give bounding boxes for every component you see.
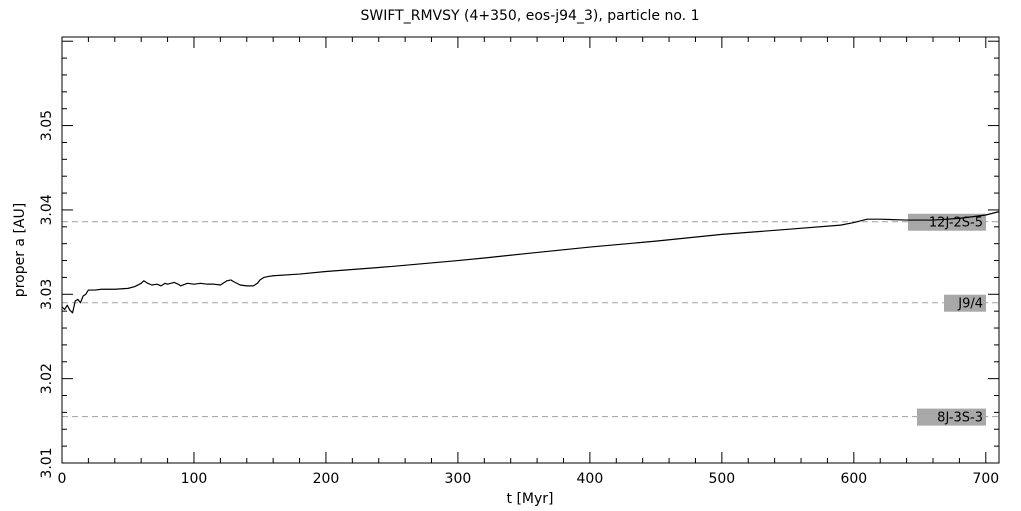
x-tick-labels: 0 100 200 300 400 500 600 700: [58, 471, 1000, 487]
x-axis-label: t [Myr]: [507, 491, 554, 507]
x-tick-label: 300: [445, 471, 472, 487]
x-tick-label: 400: [577, 471, 604, 487]
y-tick-labels: 3.01 3.02 3.03 3.04 3.05: [39, 110, 55, 479]
plot-frame: [61, 36, 1000, 464]
resonance-label-bg: [917, 408, 986, 426]
series-group: [61, 211, 1000, 314]
y-axis-label: proper a [AU]: [12, 203, 28, 297]
resonance-lines: 12J-2S-5J9/48J-3S-3: [62, 213, 999, 426]
chart-title: SWIFT_RMVSY (4+350, eos-j94_3), particle…: [361, 8, 700, 24]
x-tick-label: 100: [181, 471, 208, 487]
axis-ticks: [61, 37, 999, 464]
x-tick-label: 600: [840, 471, 867, 487]
y-tick-label: 3.05: [39, 110, 55, 141]
x-tick-label: 200: [313, 471, 340, 487]
series-line: [61, 211, 1000, 314]
y-tick-label: 3.02: [39, 363, 55, 394]
x-tick-label: 0: [58, 471, 67, 487]
resonance-label: 8J-3S-3: [937, 411, 983, 426]
x-tick-label: 700: [972, 471, 999, 487]
resonance-label: J9/4: [957, 297, 983, 312]
y-tick-label: 3.03: [39, 279, 55, 310]
resonance-label-bg: [944, 294, 986, 312]
y-tick-label: 3.04: [39, 194, 55, 225]
y-tick-label: 3.01: [39, 447, 55, 478]
x-tick-label: 500: [708, 471, 735, 487]
